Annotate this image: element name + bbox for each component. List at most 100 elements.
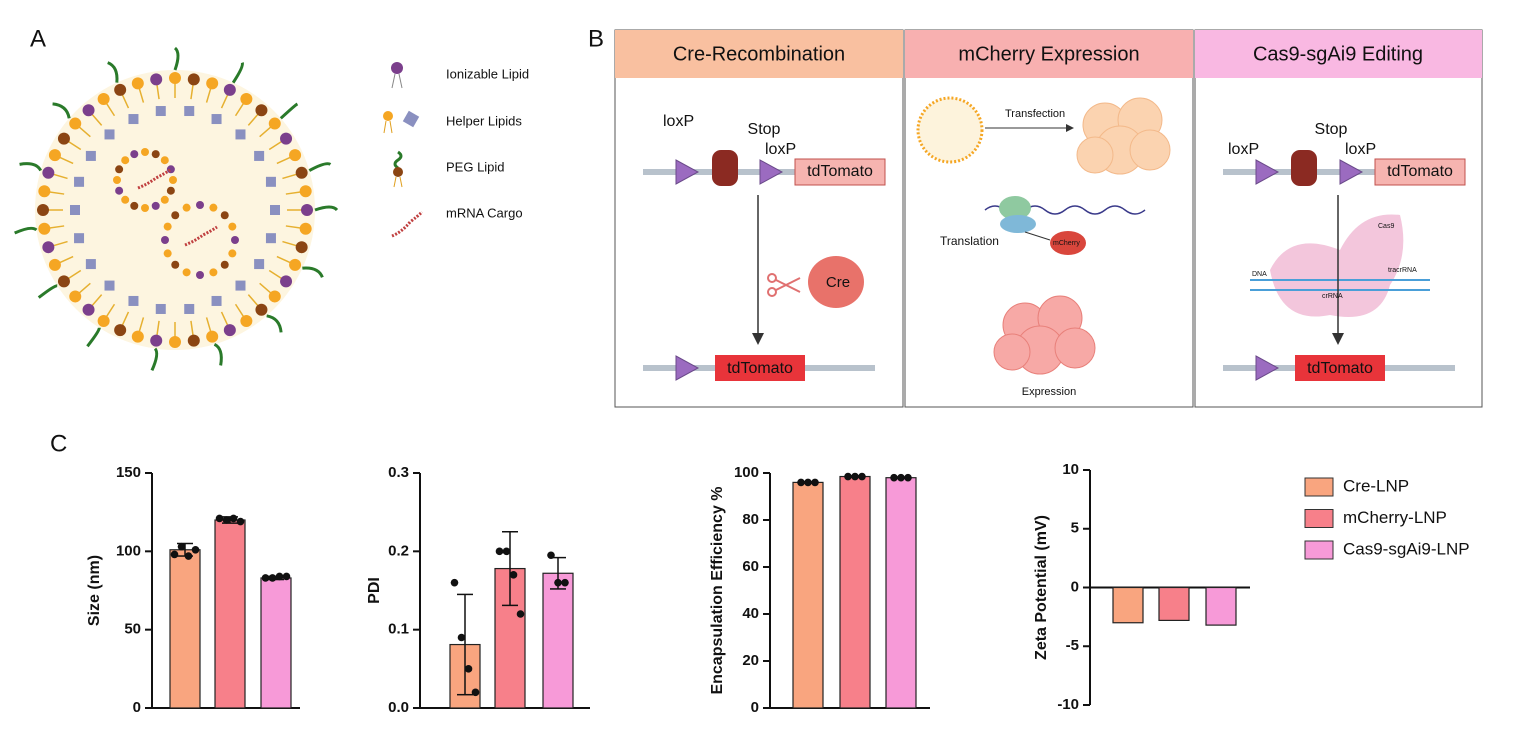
helper-lipid bbox=[155, 303, 166, 314]
data-point bbox=[890, 473, 898, 482]
helper-lipid bbox=[235, 129, 246, 140]
arrow-head bbox=[1066, 124, 1074, 132]
y-tick-label: 0 bbox=[1071, 578, 1079, 595]
lipid-head bbox=[48, 258, 61, 271]
legend-label: Cre-LNP bbox=[1343, 476, 1409, 495]
lipid-head bbox=[209, 268, 218, 277]
lipid-head bbox=[163, 249, 172, 258]
data-point bbox=[547, 551, 555, 560]
mrna-cargo bbox=[137, 168, 171, 190]
lipid-head bbox=[131, 330, 144, 343]
ribosome bbox=[1000, 215, 1036, 233]
y-tick-label: 20 bbox=[742, 652, 759, 669]
helper-lipid bbox=[270, 205, 280, 215]
lipid-head bbox=[69, 290, 82, 303]
legend-label: Cas9-sgAi9-LNP bbox=[1343, 539, 1470, 558]
lipid-head bbox=[289, 258, 302, 271]
lipid-head bbox=[48, 149, 61, 162]
data-point bbox=[502, 547, 511, 556]
panel-label: B bbox=[588, 25, 604, 52]
y-tick-label: 100 bbox=[734, 464, 759, 481]
lipid-head bbox=[228, 249, 237, 258]
helper-lipid bbox=[104, 129, 115, 140]
gene-box bbox=[794, 158, 886, 186]
y-tick-label: 0.0 bbox=[388, 699, 409, 716]
y-tick-label: 50 bbox=[124, 621, 141, 638]
bar bbox=[260, 577, 292, 709]
panel-label: C bbox=[50, 430, 67, 457]
legend-swatch bbox=[1304, 509, 1334, 528]
helper-lipid bbox=[254, 259, 265, 270]
loxp bbox=[675, 355, 700, 381]
lipid-head bbox=[131, 77, 144, 90]
diagram-label: tdTomato bbox=[1387, 163, 1453, 180]
lipid-head bbox=[209, 203, 218, 212]
loxp bbox=[759, 159, 784, 185]
y-tick-label: 0.2 bbox=[388, 542, 409, 559]
box-title: Cre-Recombination bbox=[673, 43, 845, 65]
data-point bbox=[897, 473, 905, 482]
stop-hand bbox=[712, 150, 738, 186]
diagram-label: tracrRNA bbox=[1388, 267, 1417, 274]
helper-lipid bbox=[74, 233, 85, 244]
cells bbox=[993, 295, 1096, 375]
decorations bbox=[35, 29, 1483, 408]
lipid-head bbox=[223, 324, 236, 337]
data-point bbox=[184, 552, 193, 560]
lipid-head bbox=[295, 166, 308, 179]
y-tick-label: 40 bbox=[742, 605, 759, 622]
peg-chain bbox=[150, 347, 159, 371]
peg-chain bbox=[19, 162, 43, 172]
lipid-head bbox=[42, 241, 55, 254]
icon bbox=[402, 110, 420, 128]
lipid-head bbox=[187, 73, 200, 86]
data-point bbox=[222, 516, 231, 524]
lipid-head bbox=[289, 149, 302, 162]
lipid-head bbox=[82, 104, 95, 117]
lipid-head bbox=[268, 290, 281, 303]
data-point bbox=[516, 610, 525, 618]
lipid-head bbox=[171, 211, 180, 220]
lipid-head bbox=[113, 176, 121, 184]
lipid-head bbox=[163, 222, 172, 231]
icon bbox=[383, 120, 393, 134]
y-tick-label: 0.1 bbox=[388, 621, 409, 638]
lnp-small bbox=[916, 96, 984, 164]
y-axis-label: Zeta Potential (mV) bbox=[1033, 515, 1050, 660]
data-point bbox=[464, 665, 473, 673]
lipid-head bbox=[169, 176, 177, 184]
lipid-head bbox=[206, 77, 219, 90]
data-point bbox=[261, 574, 270, 582]
helper-lipid bbox=[254, 150, 265, 161]
lipid-head bbox=[82, 303, 95, 316]
lipid-head bbox=[171, 260, 180, 269]
y-tick-label: 10 bbox=[1062, 461, 1079, 478]
lipid-head bbox=[196, 201, 204, 209]
data-point bbox=[844, 472, 852, 481]
y-tick-label: 80 bbox=[742, 511, 759, 528]
lipid-head bbox=[114, 324, 127, 337]
bar bbox=[1112, 586, 1144, 624]
lipid-head bbox=[121, 156, 130, 165]
lipid-head bbox=[69, 117, 82, 130]
data-point bbox=[177, 542, 186, 551]
bar bbox=[839, 475, 871, 709]
lipid-head bbox=[130, 150, 139, 159]
data-point bbox=[851, 472, 859, 481]
data-point bbox=[804, 478, 812, 487]
legend-swatch bbox=[1304, 477, 1334, 497]
ribosome bbox=[999, 196, 1031, 220]
box bbox=[614, 29, 904, 408]
peg-chain bbox=[173, 46, 180, 71]
helper-lipid bbox=[155, 106, 166, 117]
lipid-head bbox=[169, 72, 181, 84]
data-point bbox=[170, 550, 179, 559]
helper-lipid bbox=[211, 114, 222, 125]
lipid-head bbox=[166, 165, 175, 174]
helper-lipid bbox=[265, 233, 276, 244]
diagram-label: Transfection bbox=[1005, 108, 1065, 120]
y-tick-label: 60 bbox=[742, 558, 759, 575]
lipid-head bbox=[141, 148, 149, 156]
diagram-label: Translation bbox=[940, 234, 999, 248]
